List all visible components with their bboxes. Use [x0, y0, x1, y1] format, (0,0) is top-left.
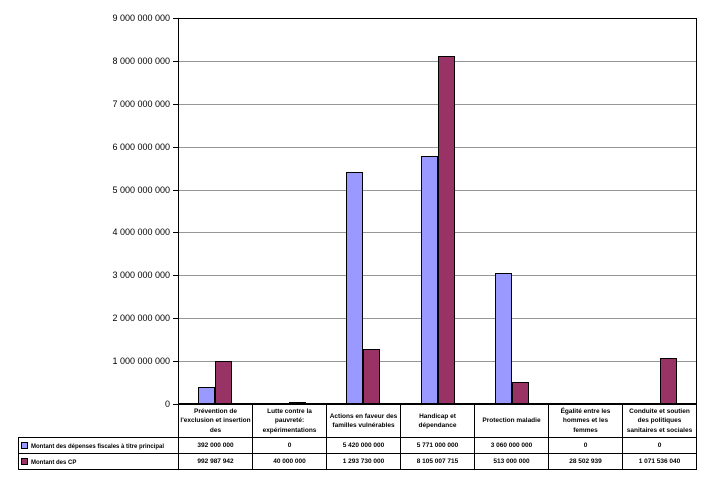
y-axis-tick: [173, 361, 178, 363]
y-axis-label: 8 000 000 000: [112, 55, 170, 66]
y-axis-label: 6 000 000 000: [112, 141, 170, 152]
y-axis-tick: [173, 275, 178, 277]
bar-cp: [289, 402, 306, 404]
value-cell: 5 420 000 000: [326, 437, 401, 454]
gridline: [178, 103, 697, 105]
category-row: Prévention de l'exclusion et insertion d…: [19, 404, 697, 438]
y-axis-label: 1 000 000 000: [112, 356, 170, 367]
data-table: Prévention de l'exclusion et insertion d…: [18, 404, 698, 470]
bar-cp: [438, 56, 455, 404]
value-cell: 1 293 730 000: [326, 453, 401, 470]
y-axis-label: 5 000 000 000: [112, 184, 170, 195]
bar-cp: [215, 361, 232, 404]
series-row: Montant des CP 992 987 942 40 000 000 1 293…: [18, 453, 697, 470]
y-axis-tick: [173, 103, 178, 105]
legend-label: Montant des dépenses fiscales à titre pr…: [31, 443, 165, 450]
legend-swatch-icon: [21, 441, 28, 449]
bar-depenses-fiscales: [346, 172, 363, 404]
y-axis-tick: [173, 318, 178, 320]
category-label: Protection maladie: [474, 404, 549, 438]
y-axis-label: 7 000 000 000: [112, 98, 170, 109]
bar-cp: [363, 349, 380, 404]
category-label: Prévention de l'exclusion et insertion d…: [178, 404, 253, 438]
bar-depenses-fiscales: [421, 156, 438, 404]
value-cell: 0: [622, 437, 697, 454]
value-cell: 40 000 000: [252, 453, 327, 470]
category-label: Lutte contre la pauvreté: expérimentatio…: [252, 404, 327, 438]
table-corner-cell: [19, 405, 179, 438]
y-axis-tick: [173, 189, 178, 191]
category-label: Actions en faveur des familles vulnérabl…: [326, 404, 401, 438]
value-cell: 513 000 000: [474, 453, 549, 470]
category-label: Égalité entre les hommes et les femmes: [548, 404, 623, 438]
data-table-grid: Prévention de l'exclusion et insertion d…: [18, 404, 697, 470]
value-cell: 8 105 007 715: [400, 453, 475, 470]
bar-depenses-fiscales: [198, 387, 215, 404]
legend-label: Montant des CP: [31, 459, 77, 466]
y-axis-tick: [173, 18, 178, 19]
gridline: [178, 146, 697, 148]
category-label: Handicap et dépendance: [400, 404, 475, 438]
bar-cp: [512, 382, 529, 404]
y-axis-tick: [173, 60, 178, 62]
value-cell: 992 987 942: [178, 453, 253, 470]
bar-cp: [660, 358, 677, 404]
y-axis-label: 2 000 000 000: [112, 313, 170, 324]
value-cell: 0: [548, 437, 623, 454]
y-axis-label: 4 000 000 000: [112, 227, 170, 238]
legend-item: Montant des dépenses fiscales à titre pr…: [18, 437, 179, 454]
y-axis-tick: [173, 232, 178, 234]
gridline: [178, 18, 697, 19]
y-axis-label: 0: [164, 399, 170, 409]
value-cell: 3 060 000 000: [474, 437, 549, 454]
gridline: [178, 60, 697, 62]
category-label: Conduite et soutien des politiques sanit…: [622, 404, 697, 438]
legend-item: Montant des CP: [18, 453, 179, 470]
value-cell: 5 771 000 000: [400, 437, 475, 454]
y-axis-tick: [173, 146, 178, 148]
value-cell: 1 071 536 040: [622, 453, 697, 470]
y-axis-label: 3 000 000 000: [112, 270, 170, 281]
legend-swatch-icon: [21, 457, 28, 465]
value-cell: 28 502 939: [548, 453, 623, 470]
bar-depenses-fiscales: [495, 273, 512, 404]
value-cell: 392 000 000: [178, 437, 253, 454]
series-row: Montant des dépenses fiscales à titre pr…: [18, 437, 697, 454]
y-axis-label: 9 000 000 000: [112, 13, 170, 23]
value-cell: 0: [252, 437, 327, 454]
y-axis-tick: [173, 404, 178, 405]
